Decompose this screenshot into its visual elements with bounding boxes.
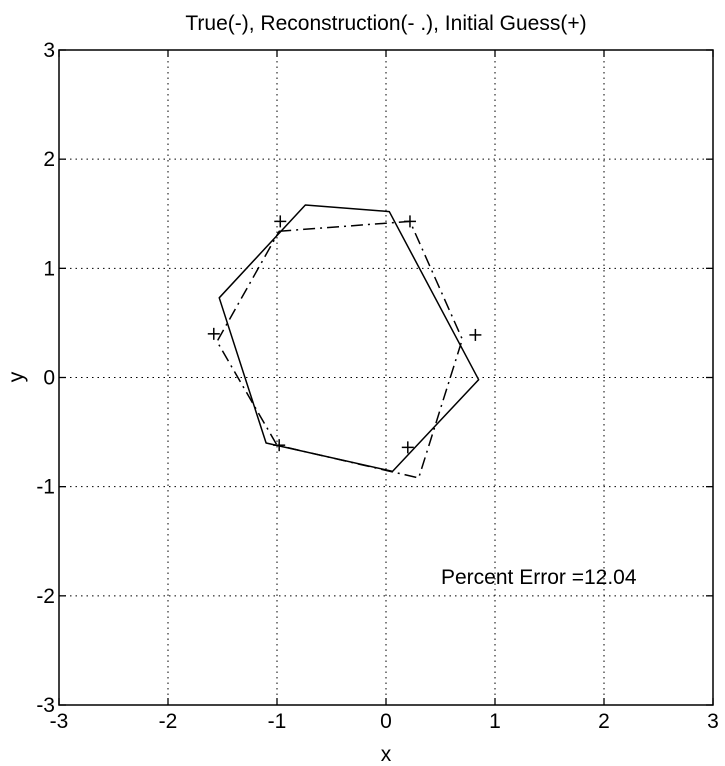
chart-title: True(-), Reconstruction(- .), Initial Gu… <box>185 12 586 35</box>
initial-guess-marker <box>273 439 286 452</box>
tick-labels: -3 -2 -1 0 1 2 3 -3 -2 -1 0 1 2 3 <box>36 39 719 733</box>
y-tick-label: -3 <box>36 694 55 717</box>
x-tick-label: 2 <box>598 710 610 733</box>
x-tick-label: -2 <box>159 710 178 733</box>
initial-guess-marker <box>469 328 482 341</box>
x-tick-label: 1 <box>489 710 501 733</box>
y-tick-label: 1 <box>43 257 55 280</box>
y-tick-label: 2 <box>43 148 55 171</box>
ticks <box>58 49 714 706</box>
initial-guess-marker <box>403 215 416 228</box>
x-tick-label: -3 <box>50 710 69 733</box>
y-tick-label: 3 <box>43 39 55 62</box>
initial-guess-marker <box>207 327 220 340</box>
initial-guess-marker <box>274 215 287 228</box>
initial-guess-marker <box>401 441 414 454</box>
y-tick-label: 0 <box>43 367 55 390</box>
y-tick-label: -1 <box>36 476 55 499</box>
y-axis-label: y <box>5 371 28 382</box>
grid <box>59 50 713 705</box>
x-tick-label: 0 <box>380 710 392 733</box>
x-axis-label: x <box>381 743 392 766</box>
x-tick-label: -1 <box>268 710 287 733</box>
x-tick-label: 3 <box>707 710 719 733</box>
series-layer <box>207 204 482 479</box>
percent-error-annotation: Percent Error =12.04 <box>441 566 637 589</box>
y-tick-label: -2 <box>36 585 55 608</box>
